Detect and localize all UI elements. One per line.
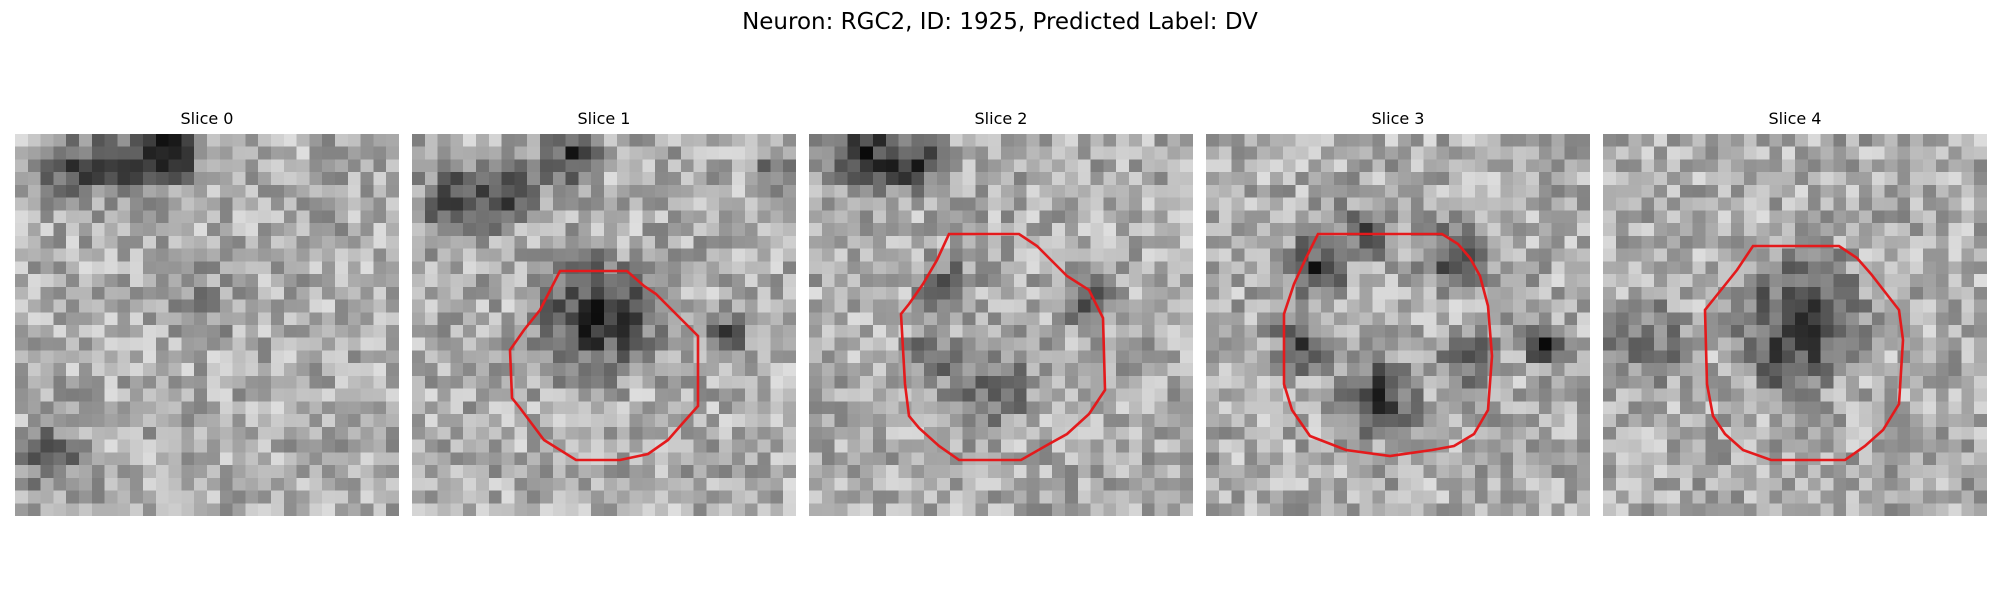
slice-canvas-2 [809, 134, 1193, 516]
slice-image-4 [1603, 134, 1987, 516]
slice-panel-1: Slice 1 [412, 108, 796, 516]
slice-image-0 [15, 134, 399, 516]
slice-image-1 [412, 134, 796, 516]
slice-canvas-1 [412, 134, 796, 516]
roi-contour-3 [1282, 232, 1494, 458]
slice-image-3 [1206, 134, 1590, 516]
contour-overlay-2 [899, 232, 1107, 462]
slice-panel-4: Slice 4 [1603, 108, 1987, 516]
contour-overlay-1 [508, 269, 700, 462]
roi-contour-1 [508, 269, 700, 462]
figure-title: Neuron: RGC2, ID: 1925, Predicted Label:… [742, 9, 1258, 35]
slice-canvas-0 [15, 134, 399, 516]
slice-title-3: Slice 3 [1371, 109, 1425, 128]
slice-panel-3: Slice 3 [1206, 108, 1590, 516]
roi-contour-2 [899, 232, 1107, 462]
contour-overlay-4 [1703, 244, 1905, 462]
slice-image-2 [809, 134, 1193, 516]
slice-title-1: Slice 1 [577, 109, 631, 128]
contour-overlay-3 [1282, 232, 1494, 458]
slice-title-0: Slice 0 [180, 109, 234, 128]
slice-title-4: Slice 4 [1768, 109, 1822, 128]
slice-title-2: Slice 2 [974, 109, 1028, 128]
slice-panel-2: Slice 2 [809, 108, 1193, 516]
slice-canvas-3 [1206, 134, 1590, 516]
slice-canvas-4 [1603, 134, 1987, 516]
roi-contour-4 [1703, 244, 1905, 462]
slice-panel-0: Slice 0 [15, 108, 399, 516]
